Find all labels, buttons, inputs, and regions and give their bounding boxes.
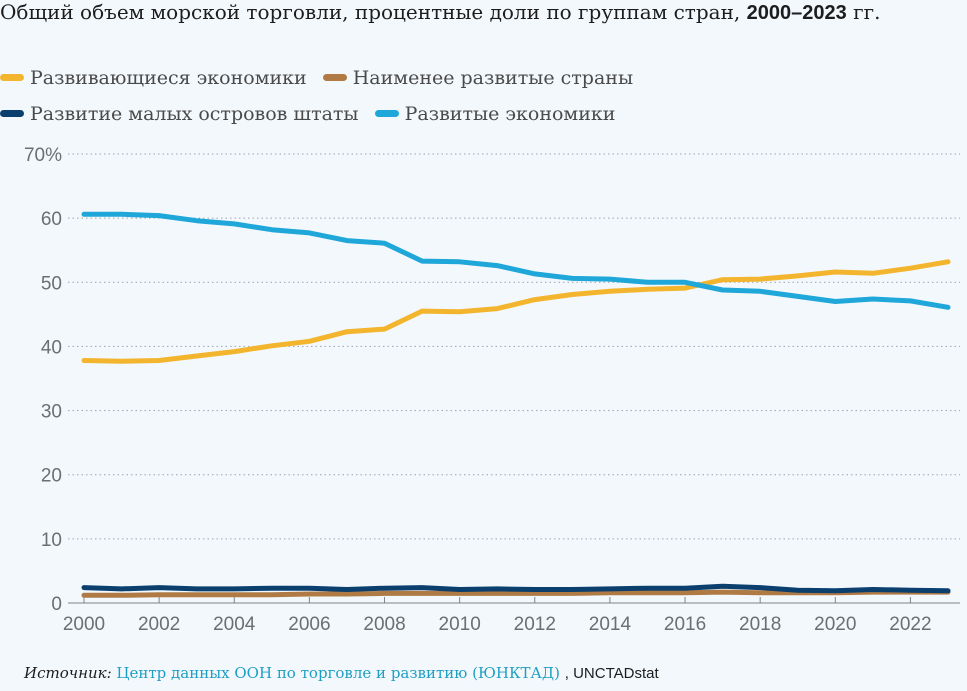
- legend-item-ldc[interactable]: Наименее развитые страны: [322, 67, 634, 89]
- x-axis-ticks: 2000 2002 2004 2006 2008 2010 2012 2014 2016 2018…: [63, 597, 932, 635]
- grid-lines: [68, 153, 960, 540]
- x-tick-label: 2014: [589, 614, 632, 635]
- legend-swatch-sids: [0, 109, 24, 117]
- legend-label-ldc: Наименее развитые страны: [352, 67, 634, 89]
- legend-swatch-ldc: [322, 73, 347, 81]
- legend-swatch-developing: [0, 73, 24, 81]
- x-tick-label: 2010: [439, 614, 481, 635]
- y-tick-label: 50: [41, 273, 62, 294]
- chart-legend: Развивающиеся экономики Наименее развиты…: [0, 60, 965, 132]
- chart-title-text: Общий объем морской торговли, процентные…: [0, 0, 741, 24]
- legend-item-sids[interactable]: Развитие малых островов штаты: [0, 103, 359, 125]
- x-tick-label: 2018: [739, 614, 781, 635]
- series-line-sids: [81, 583, 951, 594]
- chart-title: Общий объем морской торговли, процентные…: [0, 0, 960, 25]
- x-tick-label: 2000: [63, 614, 105, 635]
- x-tick-label: 2012: [514, 614, 556, 635]
- source-label: Источник:: [24, 664, 112, 682]
- series-line-developed: [81, 211, 951, 310]
- chart-title-years: 2000–2023: [746, 2, 847, 24]
- y-tick-label: 0: [51, 594, 62, 615]
- x-tick-label: 2006: [288, 614, 330, 635]
- legend-item-developed[interactable]: Развитые экономики: [374, 103, 616, 125]
- legend-label-developing: Развивающиеся экономики: [30, 67, 307, 89]
- source-rest: , UNCTADstat: [564, 665, 659, 682]
- y-tick-label: 20: [41, 466, 62, 487]
- x-tick-label: 2002: [138, 614, 180, 635]
- y-tick-label: 40: [41, 337, 62, 358]
- source-note: Источник: Центр данных ООН по торговле и…: [24, 664, 659, 682]
- x-tick-label: 2022: [889, 614, 931, 635]
- series-line-developing: [81, 259, 951, 364]
- series-lines: [81, 211, 951, 598]
- legend-swatch-developed: [374, 109, 399, 117]
- x-tick-label: 2004: [213, 614, 256, 635]
- legend-label-sids: Развитие малых островов штаты: [30, 103, 359, 125]
- y-axis-ticks: 0 10 20 30 40 50 60 70%: [24, 145, 62, 615]
- y-tick-label: 70%: [24, 145, 62, 166]
- y-tick-label: 10: [41, 530, 62, 551]
- y-tick-label: 30: [41, 402, 62, 423]
- x-tick-label: 2016: [664, 614, 706, 635]
- legend-item-developing[interactable]: Развивающиеся экономики: [0, 67, 307, 89]
- legend-label-developed: Развитые экономики: [404, 103, 616, 125]
- x-tick-label: 2020: [814, 614, 856, 635]
- y-tick-label: 60: [41, 209, 62, 230]
- x-tick-label: 2008: [363, 614, 405, 635]
- source-link[interactable]: Центр данных ООН по торговле и развитию …: [116, 664, 560, 682]
- chart-title-suffix: гг.: [853, 0, 881, 24]
